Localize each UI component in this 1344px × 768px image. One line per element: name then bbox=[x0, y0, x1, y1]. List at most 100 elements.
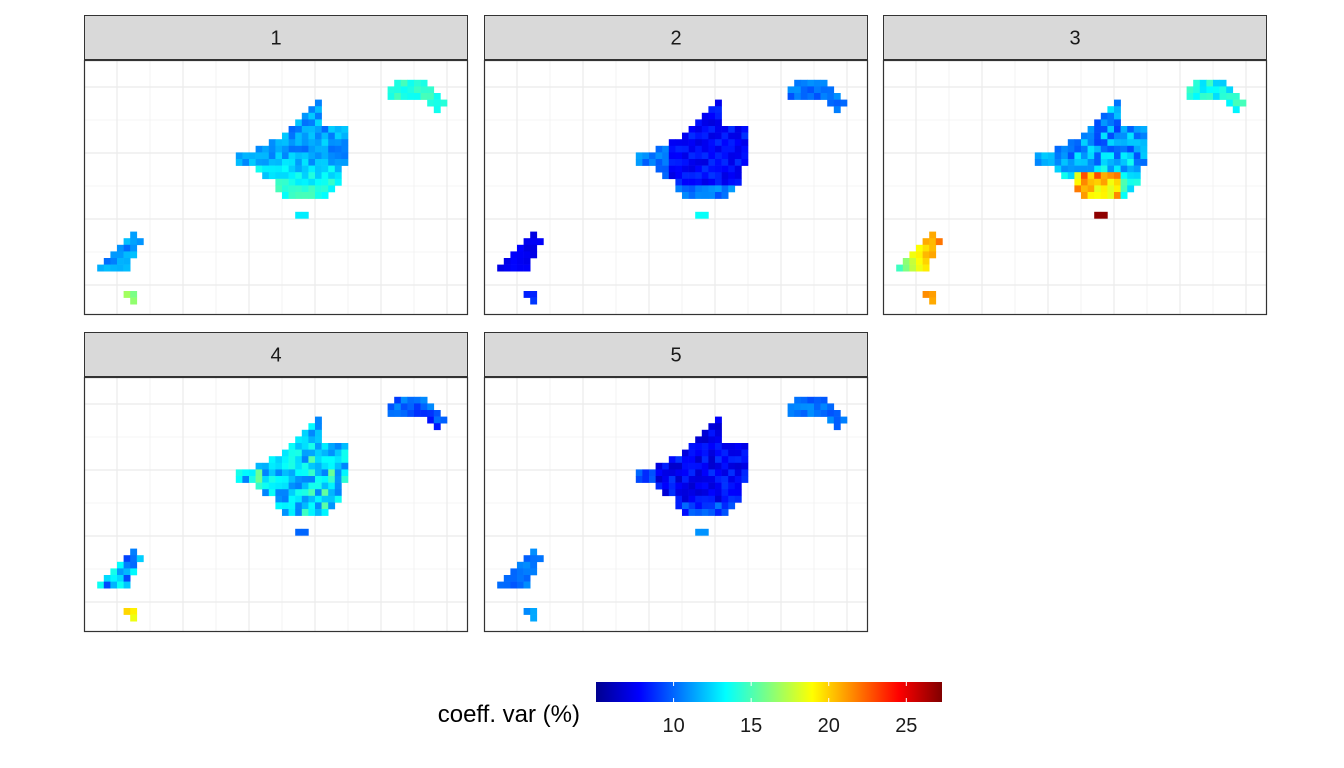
heat-cell bbox=[1094, 126, 1102, 133]
heat-cell bbox=[734, 126, 742, 133]
heat-cell bbox=[136, 238, 144, 246]
heat-cell bbox=[662, 482, 670, 490]
heat-cell bbox=[130, 251, 138, 259]
heat-cell bbox=[1107, 106, 1115, 114]
heat-cell bbox=[321, 502, 329, 510]
heat-cell bbox=[308, 152, 316, 160]
heat-cell bbox=[288, 456, 296, 464]
heat-cell bbox=[701, 469, 709, 477]
heat-cell bbox=[328, 152, 336, 160]
heat-cell bbox=[787, 410, 795, 417]
heat-cell bbox=[400, 79, 408, 87]
heat-cell bbox=[282, 495, 289, 503]
heat-cell bbox=[800, 410, 808, 417]
heat-cell bbox=[715, 112, 722, 120]
heat-cell bbox=[282, 172, 289, 180]
heat-cell bbox=[308, 178, 316, 186]
heat-cell bbox=[315, 172, 322, 180]
heat-cell bbox=[1193, 79, 1201, 87]
heat-cell bbox=[1094, 159, 1102, 166]
heat-cell bbox=[701, 443, 709, 450]
heat-cell bbox=[1048, 152, 1055, 160]
heat-cell bbox=[275, 145, 283, 153]
heat-cell bbox=[635, 469, 643, 477]
legend-tick-label: 15 bbox=[740, 715, 762, 737]
heat-cell bbox=[308, 502, 316, 510]
heat-cell bbox=[1127, 159, 1135, 166]
heat-cell bbox=[315, 139, 322, 147]
heat-cell bbox=[503, 264, 511, 272]
heat-cell bbox=[427, 93, 435, 100]
heat-cell bbox=[321, 456, 329, 464]
heat-cell bbox=[1074, 159, 1082, 166]
heat-cell bbox=[123, 575, 131, 582]
heat-cell bbox=[695, 172, 703, 180]
heat-cell bbox=[341, 476, 349, 483]
heat-cell bbox=[130, 291, 138, 298]
heat-cell bbox=[1127, 178, 1135, 186]
heat-cell bbox=[688, 476, 696, 483]
heat-cell bbox=[807, 79, 815, 87]
heat-cell bbox=[741, 139, 749, 147]
heat-cell bbox=[715, 132, 722, 140]
heat-cell bbox=[708, 476, 716, 483]
heat-cell bbox=[255, 462, 263, 470]
heat-cell bbox=[929, 244, 937, 252]
heat-cell bbox=[708, 178, 716, 186]
heat-cell bbox=[295, 476, 303, 483]
heat-cell bbox=[315, 509, 322, 516]
heat-cell bbox=[1114, 145, 1121, 153]
heat-cell bbox=[1081, 172, 1088, 180]
heat-cell bbox=[708, 482, 716, 490]
heat-cell bbox=[301, 185, 309, 193]
heat-cell bbox=[1067, 145, 1075, 153]
heat-cell bbox=[708, 495, 716, 503]
heat-cell bbox=[517, 568, 524, 576]
heat-cell bbox=[1133, 126, 1141, 133]
heat-cell bbox=[301, 462, 309, 470]
heat-cell bbox=[1048, 159, 1055, 166]
heat-cell bbox=[123, 258, 131, 265]
heat-cell bbox=[675, 495, 683, 503]
heat-cell bbox=[268, 145, 276, 153]
heat-cell bbox=[433, 93, 441, 100]
heat-cell bbox=[321, 476, 329, 483]
heat-cell bbox=[688, 456, 696, 464]
heat-cell bbox=[321, 489, 329, 497]
heat-cell bbox=[642, 476, 650, 483]
heat-cell bbox=[308, 165, 316, 173]
heat-cell bbox=[275, 462, 283, 470]
heat-cell bbox=[902, 258, 910, 265]
heat-cell bbox=[282, 482, 289, 490]
heat-cell bbox=[282, 502, 289, 510]
heat-cell bbox=[715, 436, 722, 444]
heat-cell bbox=[807, 410, 815, 417]
heat-cell bbox=[728, 152, 736, 160]
heat-cell bbox=[833, 99, 841, 107]
heat-cell bbox=[262, 462, 270, 470]
heat-cell bbox=[649, 152, 656, 160]
heat-cell bbox=[268, 469, 276, 477]
heat-cell bbox=[308, 449, 316, 457]
heat-cell bbox=[734, 159, 742, 166]
heat-cell bbox=[820, 403, 828, 411]
heat-cell bbox=[301, 449, 309, 457]
heat-cell bbox=[1081, 185, 1088, 193]
heat-cell bbox=[295, 509, 303, 516]
heat-cell bbox=[675, 178, 683, 186]
heat-cell bbox=[1114, 152, 1121, 160]
heat-cell bbox=[1081, 139, 1088, 147]
heat-cell bbox=[536, 238, 544, 246]
heat-cell bbox=[328, 145, 336, 153]
heat-cell bbox=[427, 403, 435, 411]
heat-cell bbox=[721, 192, 729, 199]
heat-cell bbox=[682, 502, 689, 510]
heat-cell bbox=[708, 152, 716, 160]
heat-cell bbox=[130, 244, 138, 252]
heat-cells bbox=[497, 396, 848, 622]
heat-cell bbox=[262, 172, 270, 180]
heat-cell bbox=[262, 489, 270, 497]
heat-cell bbox=[530, 555, 538, 563]
facet-strip bbox=[484, 15, 868, 60]
facet-strip bbox=[84, 15, 468, 60]
